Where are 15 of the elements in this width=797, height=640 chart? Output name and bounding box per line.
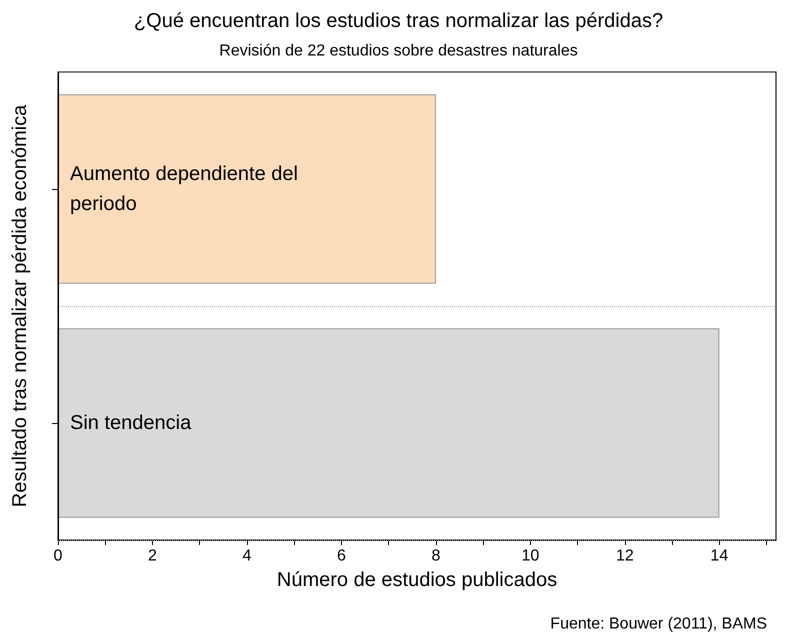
- y-tick-label: Aumento dependiente del periodo: [70, 163, 304, 215]
- x-tick-label: 10: [521, 548, 540, 564]
- y-tick-label: Sin tendencia: [70, 412, 192, 434]
- x-tick-label: 8: [431, 548, 440, 564]
- x-tick-label: 6: [336, 548, 346, 564]
- chart-title: ¿Qué encuentran los estudios tras normalizar las pérdidas?: [134, 10, 664, 32]
- y-axis-title: Resultado tras normalizar pérdida económica: [9, 104, 31, 508]
- x-tick-label: 12: [616, 548, 634, 564]
- x-tick-label: 14: [710, 548, 728, 564]
- x-tick-label: 4: [242, 548, 252, 564]
- x-axis-title: Número de estudios publicados: [276, 569, 558, 591]
- x-tick-label: 2: [148, 548, 158, 564]
- x-tick-label: 0: [54, 548, 63, 564]
- source-note: Fuente: Bouwer (2011), BAMS: [550, 616, 768, 632]
- chart-subtitle: Revisión de 22 estudios sobre desastres naturales: [219, 42, 578, 60]
